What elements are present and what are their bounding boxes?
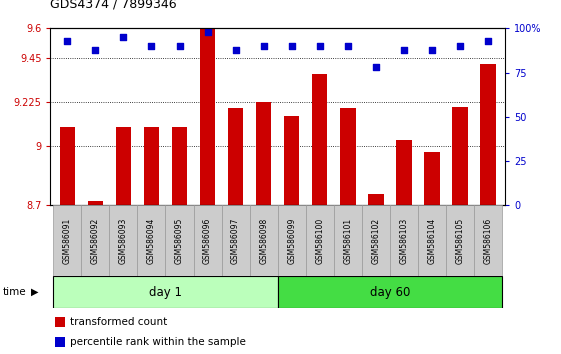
Text: GSM586099: GSM586099 (287, 217, 296, 264)
Bar (53, 205, 81, 276)
Bar (334, 205, 362, 276)
Bar (306, 205, 334, 276)
Text: GSM586096: GSM586096 (203, 217, 212, 264)
Bar (55, 337, 65, 347)
Bar (418, 205, 446, 276)
Text: GSM586093: GSM586093 (119, 217, 128, 264)
Bar (88, 201, 103, 205)
Text: GSM586097: GSM586097 (231, 217, 240, 264)
Point (91, 47, 100, 52)
Bar (396, 141, 412, 205)
Text: GSM586091: GSM586091 (63, 218, 72, 264)
Point (147, 43, 156, 49)
Point (427, 47, 436, 52)
Text: GSM586092: GSM586092 (91, 218, 100, 264)
Point (484, 38, 493, 44)
Point (231, 47, 240, 52)
Point (203, 29, 212, 35)
Bar (165, 205, 194, 276)
Text: GSM586094: GSM586094 (147, 217, 156, 264)
Point (315, 43, 324, 49)
Point (371, 64, 380, 70)
Text: GSM586098: GSM586098 (259, 218, 268, 264)
Point (259, 43, 268, 49)
Text: transformed count: transformed count (70, 317, 167, 327)
Point (287, 43, 296, 49)
Text: ▶: ▶ (31, 287, 38, 297)
Bar (172, 127, 187, 205)
Bar (194, 205, 222, 276)
Text: GSM586100: GSM586100 (315, 218, 324, 264)
Bar (53, 276, 278, 308)
Bar (452, 107, 468, 205)
Text: time: time (3, 287, 26, 297)
Bar (340, 108, 356, 205)
Bar (390, 205, 418, 276)
Bar (109, 205, 137, 276)
Text: day 60: day 60 (370, 286, 410, 298)
Bar (362, 205, 390, 276)
Point (343, 43, 352, 49)
Bar (278, 276, 502, 308)
Bar (446, 205, 474, 276)
Bar (284, 116, 300, 205)
Text: percentile rank within the sample: percentile rank within the sample (70, 337, 246, 347)
Text: GSM586104: GSM586104 (427, 218, 436, 264)
Bar (200, 29, 215, 205)
Bar (312, 74, 328, 205)
Bar (55, 317, 65, 327)
Text: GSM586106: GSM586106 (484, 218, 493, 264)
Point (175, 43, 184, 49)
Bar (116, 127, 131, 205)
Bar (137, 205, 165, 276)
Bar (424, 152, 440, 205)
Text: GSM586102: GSM586102 (371, 218, 380, 264)
Bar (59, 127, 75, 205)
Text: GSM586095: GSM586095 (175, 217, 184, 264)
Bar (250, 205, 278, 276)
Point (456, 43, 465, 49)
Bar (228, 108, 243, 205)
Bar (368, 194, 384, 205)
Point (399, 47, 408, 52)
Bar (278, 205, 306, 276)
Point (63, 38, 72, 44)
Bar (144, 127, 159, 205)
Bar (222, 205, 250, 276)
Bar (480, 64, 496, 205)
Point (119, 34, 128, 40)
Text: GDS4374 / 7899346: GDS4374 / 7899346 (50, 0, 177, 11)
Text: GSM586103: GSM586103 (399, 218, 408, 264)
Text: GSM586101: GSM586101 (343, 218, 352, 264)
Bar (256, 102, 272, 205)
Bar (81, 205, 109, 276)
Bar (474, 205, 502, 276)
Text: day 1: day 1 (149, 286, 182, 298)
Text: GSM586105: GSM586105 (456, 218, 465, 264)
